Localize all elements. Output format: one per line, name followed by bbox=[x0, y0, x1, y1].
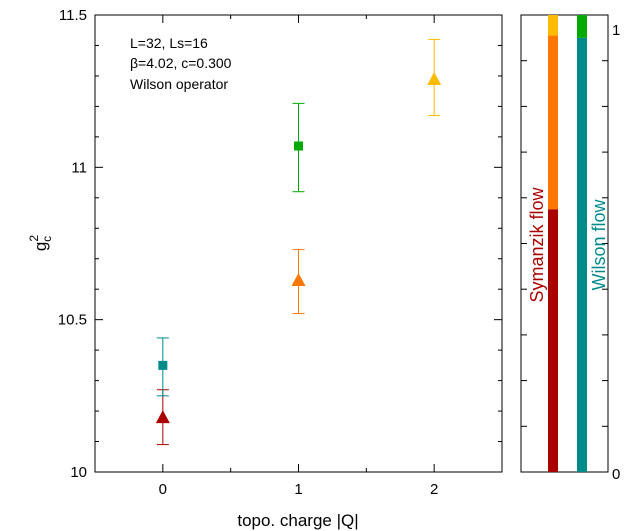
x-axis-label: topo. charge |Q| bbox=[237, 511, 358, 530]
symanzik-flow-label-group: Symanzik flow bbox=[527, 186, 547, 302]
y-tick-label: 11.5 bbox=[59, 7, 87, 24]
triangle-marker bbox=[155, 410, 170, 424]
side-panel-bars bbox=[548, 15, 587, 472]
annotation-lattice-size: L=32, Ls=16 bbox=[130, 35, 208, 51]
side-bar-segment bbox=[548, 209, 558, 472]
svg-text:g2c: g2c bbox=[27, 235, 54, 251]
y-tick-label: 11 bbox=[71, 159, 87, 176]
y-axis-label-base: g bbox=[31, 242, 50, 251]
main-plot-marks bbox=[155, 38, 442, 446]
y-axis-label-sub: c bbox=[40, 236, 54, 242]
wilson-flow-label-group: Wilson flow bbox=[589, 198, 609, 290]
main-axis-ticks: 10 10.5 11 11.5 0 1 2 bbox=[58, 7, 503, 498]
y-tick-label: 10.5 bbox=[58, 312, 87, 329]
side-bar-segment bbox=[548, 15, 558, 36]
side-bar-segment bbox=[577, 37, 587, 472]
y-axis-label: g2c bbox=[27, 235, 54, 251]
side-tick-bottom: 0 bbox=[612, 466, 620, 483]
wilson-flow-label: Wilson flow bbox=[589, 198, 609, 290]
y-tick-label: 10 bbox=[70, 464, 87, 481]
side-panel-ticks bbox=[521, 14, 608, 473]
side-bar-segment bbox=[548, 35, 558, 210]
triangle-marker bbox=[291, 273, 306, 287]
x-tick-label: 1 bbox=[294, 481, 302, 498]
x-tick-label: 2 bbox=[430, 481, 438, 498]
side-tick-top: 1 bbox=[612, 22, 620, 39]
x-tick-label: 0 bbox=[159, 481, 167, 498]
annotation-beta: β=4.02, c=0.300 bbox=[130, 55, 232, 71]
triangle-marker bbox=[427, 71, 442, 85]
symanzik-flow-label: Symanzik flow bbox=[527, 186, 547, 302]
side-bar-segment bbox=[577, 15, 587, 38]
square-marker bbox=[158, 360, 168, 370]
annotation-operator: Wilson operator bbox=[130, 76, 228, 92]
square-marker bbox=[294, 141, 303, 151]
y-axis-label-sup: 2 bbox=[27, 235, 41, 242]
